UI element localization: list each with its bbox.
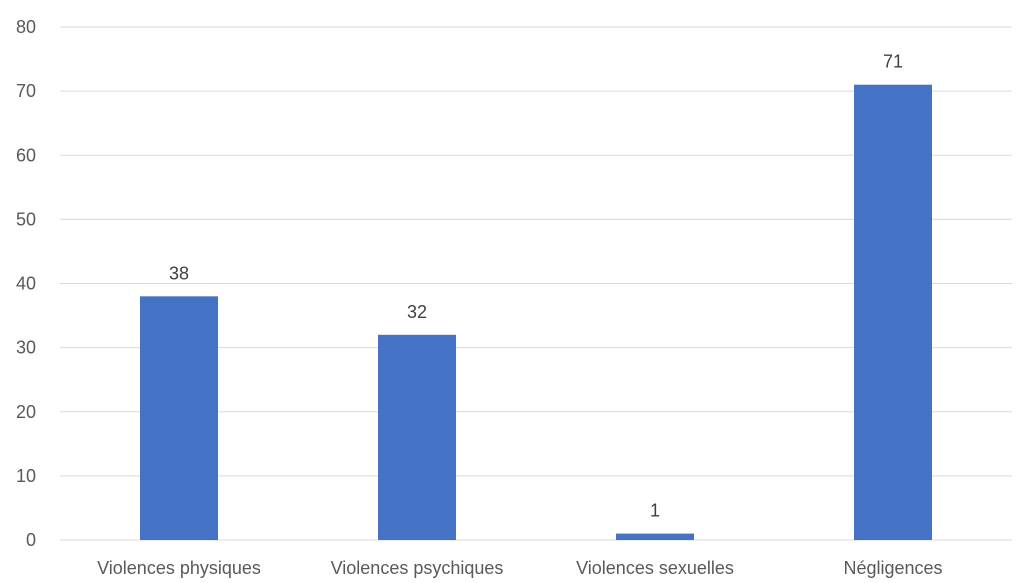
bar [378, 334, 456, 540]
category-label: Négligences [843, 558, 942, 578]
x-axis-categories: Violences physiques Violences psychiques V… [97, 558, 942, 578]
y-tick-label: 10 [16, 466, 36, 486]
data-label: 38 [169, 263, 189, 283]
y-tick-label: 60 [16, 145, 36, 165]
bar [854, 84, 932, 541]
data-label: 71 [883, 52, 903, 72]
data-label: 1 [650, 501, 660, 521]
category-label: Violences sexuelles [576, 558, 734, 578]
data-labels: 38 32 1 71 [169, 52, 903, 521]
y-tick-label: 0 [26, 530, 36, 550]
y-axis-ticks: 0 10 20 30 40 50 60 70 80 [16, 17, 36, 550]
bar [616, 533, 694, 540]
y-tick-label: 30 [16, 338, 36, 358]
category-label: Violences physiques [97, 558, 261, 578]
gridlines [60, 26, 1012, 541]
y-tick-label: 40 [16, 274, 36, 294]
y-tick-label: 80 [16, 17, 36, 37]
y-tick-label: 70 [16, 81, 36, 101]
y-tick-label: 50 [16, 209, 36, 229]
bar [140, 296, 218, 540]
data-label: 32 [407, 302, 427, 322]
bars [140, 84, 932, 541]
category-label: Violences psychiques [331, 558, 504, 578]
y-tick-label: 20 [16, 402, 36, 422]
